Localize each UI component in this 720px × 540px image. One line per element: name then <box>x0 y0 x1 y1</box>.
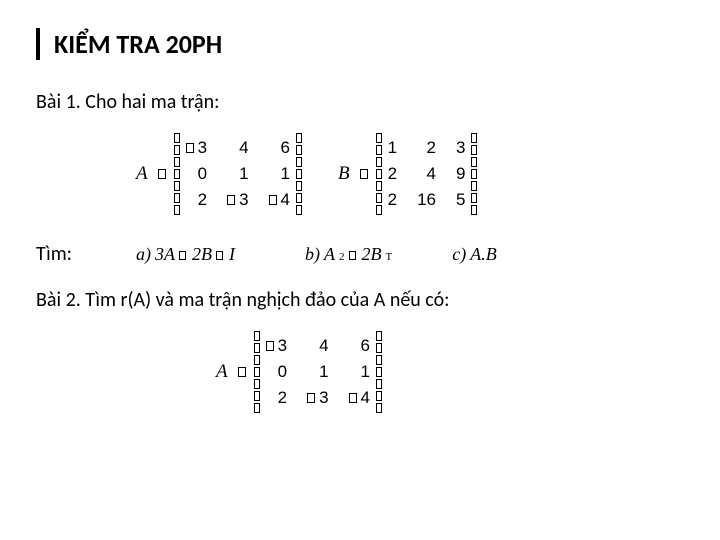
bracket-left <box>174 132 180 216</box>
part-c: c) A.B <box>452 244 496 265</box>
part-a-expr3: I <box>229 244 235 265</box>
bracket-right <box>471 132 477 216</box>
matrix-col: 3 0 2 <box>186 135 207 213</box>
part-b-expr2: 2B <box>362 244 382 265</box>
equals-glyph <box>158 169 166 179</box>
matrix-a-repeat-cols: 3 0 2 4 1 3 6 1 4 <box>266 333 370 411</box>
title-container: KIỂM TRA 20PH <box>36 28 684 60</box>
cell: 2 <box>388 161 397 187</box>
cell: 4 <box>427 161 436 187</box>
equals-glyph <box>360 169 368 179</box>
matrix-b-cols: 1 2 2 2 4 16 3 9 5 <box>388 135 466 213</box>
matrix-col: 6 1 4 <box>269 135 290 213</box>
cell: 9 <box>456 161 465 187</box>
matrix-a-repeat-wrap: A 3 0 2 4 1 3 6 1 4 <box>36 330 684 414</box>
matrices-row: A 3 0 2 4 1 3 6 1 4 B <box>36 132 684 216</box>
cell: 2 <box>278 385 287 411</box>
cell: 1 <box>361 359 370 385</box>
matrix-a-repeat: A 3 0 2 4 1 3 6 1 4 <box>216 330 684 414</box>
matrix-a-label: A <box>136 163 148 185</box>
find-row: Tìm: a) 3A 2B I b) A2 2B T c) A.B <box>36 242 684 266</box>
cell: 2 <box>427 135 436 161</box>
matrix-b: B 1 2 2 2 4 16 3 9 5 <box>338 132 477 216</box>
cell: 4 <box>361 385 370 411</box>
find-label: Tìm: <box>36 242 72 266</box>
cell: 6 <box>361 333 370 359</box>
part-b-sup1: 2 <box>339 251 345 263</box>
cell: 4 <box>239 135 248 161</box>
cell: 1 <box>319 359 328 385</box>
cell: 3 <box>278 333 287 359</box>
part-a-letter: a) <box>136 244 151 265</box>
matrix-a: A 3 0 2 4 1 3 6 1 4 <box>136 132 302 216</box>
cell: 3 <box>456 135 465 161</box>
cell: 1 <box>388 135 397 161</box>
part-b-sup2: T <box>386 251 393 263</box>
bracket-left <box>254 330 260 414</box>
cell: 4 <box>281 187 290 213</box>
part-c-letter: c) <box>452 244 466 265</box>
cell: 3 <box>198 135 207 161</box>
matrix-col: 3 9 5 <box>456 135 465 213</box>
cell: 3 <box>319 385 328 411</box>
cell: 2 <box>388 187 397 213</box>
matrix-col: 1 2 2 <box>388 135 397 213</box>
cell: 6 <box>281 135 290 161</box>
question-2-text: Bài 2. Tìm r(A) và ma trận nghịch đảo củ… <box>36 288 684 312</box>
page-title: KIỂM TRA 20PH <box>54 28 684 60</box>
matrix-col: 3 0 2 <box>266 333 287 411</box>
matrix-b-label: B <box>338 163 350 185</box>
cell: 5 <box>456 187 465 213</box>
bracket-left <box>376 132 382 216</box>
matrix-a-cols: 3 0 2 4 1 3 6 1 4 <box>186 135 290 213</box>
equals-glyph <box>238 367 246 377</box>
bracket-right <box>376 330 382 414</box>
part-a-expr2: 2B <box>192 244 212 265</box>
part-b-expr1: A <box>324 244 335 265</box>
cell: 4 <box>319 333 328 359</box>
part-a: a) 3A 2B I <box>136 244 235 265</box>
question-1-text: Bài 1. Cho hai ma trận: <box>36 90 684 114</box>
matrix-a-repeat-label: A <box>216 361 228 383</box>
cell: 1 <box>239 161 248 187</box>
matrix-col: 4 1 3 <box>227 135 248 213</box>
part-a-expr1: 3A <box>155 244 175 265</box>
part-b: b) A2 2B T <box>305 244 392 265</box>
part-c-expr: A.B <box>470 244 497 265</box>
part-b-letter: b) <box>305 244 320 265</box>
bracket-right <box>296 132 302 216</box>
cell: 0 <box>198 161 207 187</box>
cell: 0 <box>278 359 287 385</box>
matrix-col: 6 1 4 <box>349 333 370 411</box>
cell: 3 <box>239 187 248 213</box>
cell: 16 <box>417 187 436 213</box>
matrix-col: 2 4 16 <box>417 135 436 213</box>
matrix-col: 4 1 3 <box>307 333 328 411</box>
cell: 2 <box>198 187 207 213</box>
cell: 1 <box>281 161 290 187</box>
